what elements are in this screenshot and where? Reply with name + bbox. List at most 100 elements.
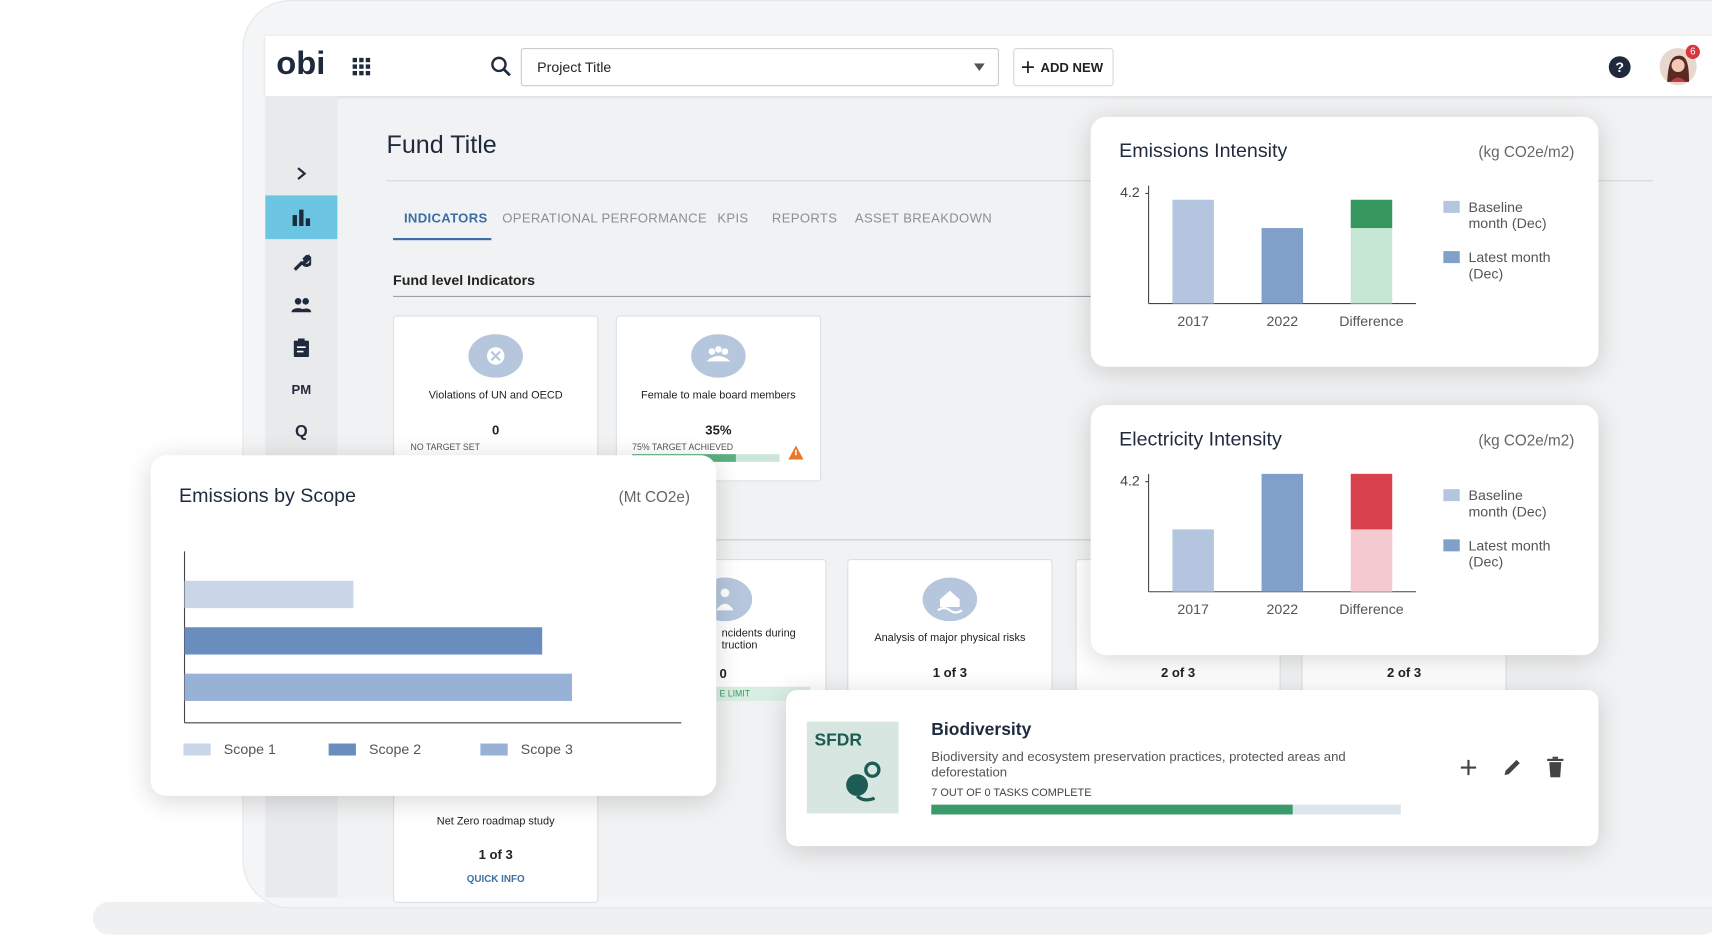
card-label: Analysis of major physical risks (874, 632, 1026, 645)
card-icon (468, 334, 523, 378)
nav-pm[interactable]: PM (291, 382, 312, 398)
card-status: NO TARGET SET (410, 442, 480, 453)
indicator-card[interactable]: Violations of UN and OECD 0 NO TARGET SE… (393, 315, 599, 482)
indicator-card[interactable]: Female to male board members 35% 75% TAR… (615, 315, 822, 482)
chart-title: Emissions by Scope (179, 484, 357, 507)
legend-label: Baseline month (Dec) (1468, 198, 1547, 232)
difference-segment (1350, 529, 1393, 592)
logo[interactable]: obi (276, 45, 326, 82)
y-tick-label: 4.2 (1120, 473, 1140, 489)
people-icon[interactable] (290, 297, 312, 313)
add-new-button[interactable]: ADD NEW (1013, 48, 1114, 87)
page-title: Fund Title (386, 129, 497, 159)
card-value: 2 of 3 (1386, 664, 1422, 681)
legend-label: Latest month (Dec) (1468, 248, 1551, 282)
difference-segment (1350, 199, 1393, 229)
delete-icon[interactable] (1547, 756, 1564, 778)
card-value: 35% (705, 422, 732, 438)
bar (184, 627, 543, 655)
x-tick-label: 2022 (1267, 602, 1299, 618)
legend-item: Baseline month (Dec) (1443, 198, 1558, 232)
card-value: 1 of 3 (478, 847, 513, 863)
bar (1261, 228, 1304, 304)
chart-title: Emissions Intensity (1119, 139, 1288, 162)
legend-swatch (1443, 251, 1460, 264)
tab[interactable]: OPERATIONAL PERFORMANCE (502, 210, 708, 227)
sfdr-badge-box: SFDR (806, 721, 899, 814)
add-icon[interactable] (1460, 759, 1477, 776)
plot: 4.2 2017 2022 Difference (1120, 185, 1417, 330)
legend-item: Latest month (Dec) (1443, 249, 1558, 282)
legend-swatch (1443, 539, 1460, 552)
chart-unit: (kg CO2e/m2) (1478, 431, 1575, 449)
title-divider (386, 180, 1653, 182)
x-tick-label: 2017 (1177, 602, 1209, 618)
card-label: Violations of UN and OECD (428, 389, 563, 402)
edit-icon[interactable] (1502, 758, 1522, 778)
card-value: 2 of 3 (1160, 664, 1196, 681)
x-tick-label: 2017 (1177, 314, 1209, 330)
expand-icon[interactable] (295, 166, 308, 181)
sfdr-title: Biodiversity (931, 720, 1032, 740)
tab[interactable]: REPORTS (771, 210, 838, 227)
legend-label: Scope 2 (369, 742, 421, 758)
tab[interactable]: INDICATORS (403, 210, 488, 227)
bar (1172, 199, 1214, 304)
section-title: Fund level Indicators (393, 271, 536, 289)
tools-icon[interactable] (293, 253, 312, 272)
indicator-card[interactable]: Analysis of major physical risks 1 of 3 (847, 559, 1053, 693)
clipboard-icon[interactable] (293, 338, 309, 358)
card-value: 0 (719, 665, 727, 682)
bar (1261, 473, 1304, 592)
card-icon (691, 334, 746, 378)
chart-card: Emissions Intensity (kg CO2e/m2) 4.2 2017 20… (1090, 116, 1599, 367)
card-status: 75% TARGET ACHIEVED (632, 442, 734, 453)
chart-unit: (kg CO2e/m2) (1478, 143, 1575, 161)
legend-label: Scope 1 (224, 742, 276, 758)
sfdr-description: Biodiversity and ecosystem preservation … (931, 748, 1346, 780)
add-new-text: ADD NEW (1040, 60, 1104, 76)
select-arrow (973, 63, 985, 71)
legend-swatch (1443, 200, 1460, 213)
sfdr-progress-text: 7 OUT OF 0 TASKS COMPLETE (931, 787, 1092, 800)
legend-swatch (1443, 489, 1460, 502)
plot: Scope 1 Scope 2 Scope 3 (183, 551, 682, 758)
apps-icon[interactable] (352, 57, 372, 77)
project-select[interactable]: Project Title (520, 48, 999, 87)
y-tick-label: 4.2 (1120, 185, 1140, 201)
legend-item: Latest month (Dec) (1443, 537, 1558, 570)
search-icon[interactable] (490, 56, 512, 78)
legend-label: Baseline month (Dec) (1468, 486, 1547, 520)
sfdr-progress-fill (931, 804, 1293, 815)
section-divider (393, 295, 1114, 297)
chart-card: Electricity Intensity (kg CO2e/m2) 4.2 2017… (1090, 405, 1599, 656)
difference-segment (1350, 228, 1393, 304)
tab-indicator (393, 238, 492, 241)
sfdr-progress-track (931, 804, 1401, 815)
bar (1172, 529, 1214, 592)
bar (184, 580, 354, 609)
notification-badge: 6 (1685, 44, 1700, 59)
card-icon (922, 577, 978, 622)
select-text: Project Title (537, 58, 612, 76)
warning-icon (788, 445, 804, 460)
sfdr-card: SFDR Biodiversity Biodiversity and ecosy… (786, 690, 1599, 847)
tab[interactable]: ASSET BREAKDOWN (854, 210, 993, 227)
x-tick-label: 2022 (1267, 314, 1299, 330)
svg-text:?: ? (1615, 60, 1624, 76)
plant-icon (846, 761, 881, 802)
legend-label: Scope 3 (521, 742, 573, 758)
card-value: 0 (492, 422, 500, 438)
help-icon[interactable]: ? (1608, 56, 1631, 79)
tab[interactable]: KPIS (717, 210, 749, 227)
quick-info-link[interactable]: QUICK INFO (466, 873, 525, 885)
nav-q[interactable]: Q (294, 422, 308, 442)
legend-label: Latest month (Dec) (1468, 537, 1551, 570)
chart-icon (292, 209, 311, 227)
x-tick-label: Difference (1339, 314, 1404, 330)
plot: 4.2 2017 2022 Difference (1120, 473, 1417, 618)
legend-swatch (480, 743, 508, 756)
bar (184, 673, 572, 701)
